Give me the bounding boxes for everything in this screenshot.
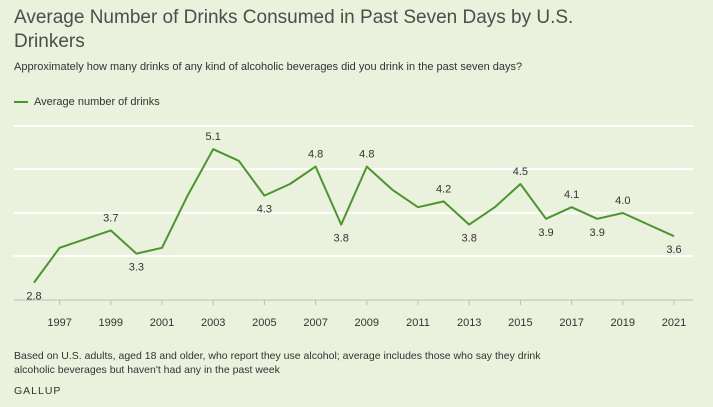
- data-label-2007: 4.8: [308, 149, 323, 161]
- chart-subtitle: Approximately how many drinks of any kin…: [14, 61, 523, 73]
- x-axis: [14, 299, 693, 305]
- data-label-2016: 3.9: [538, 227, 553, 239]
- data-label-2000: 3.3: [129, 262, 144, 274]
- x-tick-label-2007: 2007: [303, 317, 327, 329]
- x-tick-label-2003: 2003: [201, 317, 225, 329]
- x-tick-label-2011: 2011: [406, 317, 430, 329]
- data-label-2003: 5.1: [206, 131, 221, 143]
- chart-legend: Average number of drinks: [14, 96, 160, 108]
- data-label-2009: 4.8: [359, 149, 374, 161]
- x-tick-label-2005: 2005: [252, 317, 276, 329]
- legend-line-swatch: [14, 101, 28, 103]
- data-label-2017: 4.1: [564, 189, 579, 201]
- x-tick-label-2009: 2009: [355, 317, 379, 329]
- data-label-2013: 3.8: [462, 233, 477, 245]
- data-label-2012: 4.2: [436, 183, 451, 195]
- source-label: GALLUP: [14, 385, 62, 397]
- series-layer: [33, 148, 675, 284]
- data-label-2008: 3.8: [334, 233, 349, 245]
- data-label-1996: 2.8: [26, 291, 41, 303]
- chart-title: Average Number of Drinks Consumed in Pas…: [14, 7, 574, 52]
- data-label-2021: 3.6: [666, 244, 681, 256]
- data-label-2005: 4.3: [257, 204, 272, 216]
- legend-label: Average number of drinks: [34, 96, 160, 108]
- data-label-2019: 4.0: [615, 195, 630, 207]
- data-labels: 2.8 3.7 3.3 5.1 4.3 4.8 3.8 4.8 4.2 3.8 4.5 3.9 4.1 3…: [26, 131, 681, 302]
- data-label-2015: 4.5: [513, 166, 528, 178]
- data-label-2018: 3.9: [590, 227, 605, 239]
- gridlines: [14, 125, 693, 257]
- x-tick-label-2013: 2013: [457, 317, 481, 329]
- x-tick-labels: 1997 1999 2001 2003 2005 2007 2009 2011 2013 2015…: [47, 317, 686, 329]
- series-line-0: [33, 148, 675, 284]
- x-tick-label-2001: 2001: [150, 317, 174, 329]
- x-tick-label-1997: 1997: [47, 317, 71, 329]
- x-tick-label-2021: 2021: [662, 317, 686, 329]
- x-tick-label-2019: 2019: [611, 317, 635, 329]
- x-tick-label-2015: 2015: [508, 317, 532, 329]
- data-label-1999: 3.7: [103, 212, 118, 224]
- x-tick-label-2017: 2017: [559, 317, 583, 329]
- x-tick-label-1999: 1999: [99, 317, 123, 329]
- chart-footnote: Based on U.S. adults, aged 18 and older,…: [14, 350, 541, 376]
